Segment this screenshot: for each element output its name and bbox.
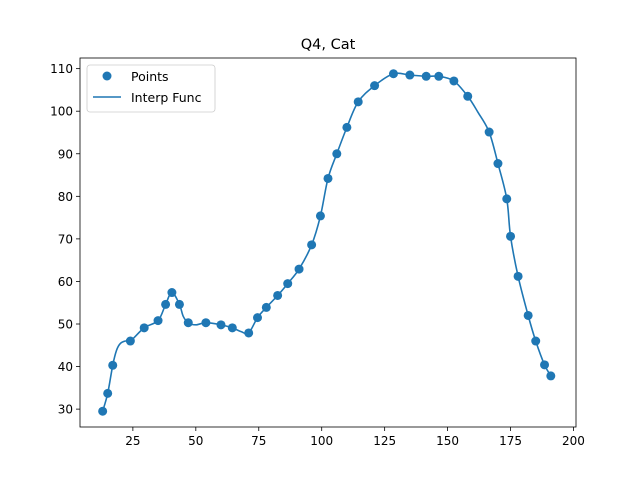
y-tick-label: 30 [58, 403, 73, 417]
x-tick-label: 75 [251, 434, 266, 448]
y-tick-label: 40 [58, 360, 73, 374]
legend-label-points: Points [131, 69, 169, 84]
interp-func-line [101, 72, 552, 412]
x-axis: 25 50 75 100 125 150 175 200 [125, 427, 585, 448]
data-point [434, 71, 444, 81]
x-tick-label: 25 [125, 434, 140, 448]
data-point [493, 159, 503, 169]
data-point [353, 97, 363, 107]
data-point [139, 323, 149, 333]
x-tick-label: 150 [436, 434, 459, 448]
data-point [103, 388, 113, 398]
legend-label-interp: Interp Func [131, 90, 202, 105]
x-tick-label: 125 [373, 434, 396, 448]
data-point [388, 69, 398, 79]
data-point [506, 231, 516, 241]
data-point [513, 271, 523, 281]
data-point [315, 211, 325, 221]
y-tick-label: 70 [58, 232, 73, 246]
data-point [174, 299, 184, 309]
data-point [294, 264, 304, 274]
y-tick-label: 110 [50, 62, 73, 76]
data-point [108, 360, 118, 370]
data-point [227, 323, 237, 333]
data-point [201, 318, 211, 328]
data-point [523, 310, 533, 320]
legend-box [86, 64, 216, 113]
plot-content [98, 69, 556, 416]
legend-marker-points [102, 71, 112, 81]
data-point [484, 127, 494, 137]
y-tick-label: 80 [58, 190, 73, 204]
data-point [531, 336, 541, 346]
data-point [153, 316, 163, 326]
data-point [244, 328, 254, 338]
chart-title: Q4, Cat [301, 37, 356, 53]
x-tick-label: 100 [310, 434, 333, 448]
x-tick-label: 50 [188, 434, 203, 448]
data-point [342, 122, 352, 132]
data-point [332, 149, 342, 159]
y-tick-label: 100 [50, 105, 73, 119]
data-point [546, 371, 556, 381]
data-point [449, 76, 459, 86]
y-tick-label: 60 [58, 275, 73, 289]
data-point [253, 313, 262, 323]
data-point [540, 360, 550, 370]
data-point [98, 406, 108, 416]
plot-frame [79, 57, 577, 428]
data-point [216, 320, 226, 330]
data-point [323, 173, 333, 183]
data-point [283, 279, 293, 289]
x-tick-label: 175 [499, 434, 522, 448]
data-point [161, 299, 171, 309]
data-point [183, 318, 193, 328]
legend: Points Interp Func [86, 64, 216, 113]
data-point [370, 81, 380, 91]
data-point [502, 194, 512, 204]
y-tick-label: 90 [58, 147, 73, 161]
data-point [125, 336, 135, 346]
y-axis: 30 40 50 60 70 80 90 100 110 [50, 62, 80, 417]
data-point [273, 290, 283, 300]
x-tick-label: 200 [562, 434, 585, 448]
data-point [405, 70, 415, 80]
data-point [421, 71, 431, 81]
data-point [463, 91, 473, 101]
data-point [167, 288, 177, 298]
y-tick-label: 50 [58, 318, 73, 332]
data-point [261, 302, 271, 312]
data-point [307, 240, 317, 250]
